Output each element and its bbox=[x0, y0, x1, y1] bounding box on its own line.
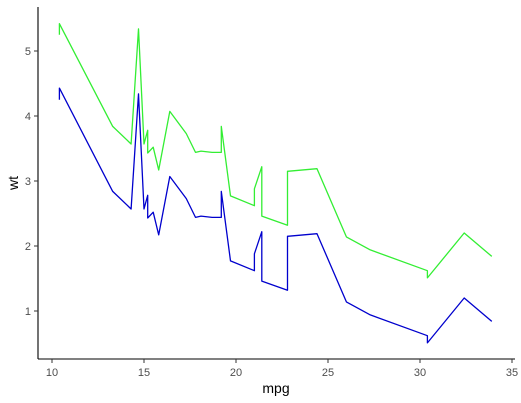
y-tick-label: 4 bbox=[25, 111, 31, 123]
plot-lines bbox=[58, 23, 493, 344]
y-tick-label: 5 bbox=[25, 46, 31, 58]
y-tick-label: 3 bbox=[25, 176, 31, 188]
x-tick-label: 10 bbox=[46, 367, 58, 379]
y-axis-ticks: 1 2 3 4 5 bbox=[25, 46, 38, 318]
series-line-2 bbox=[58, 23, 493, 279]
y-axis-title: wt bbox=[5, 176, 21, 191]
x-axis-ticks: 10 15 20 25 30 35 bbox=[46, 359, 518, 379]
x-tick-label: 15 bbox=[138, 367, 150, 379]
x-tick-label: 30 bbox=[414, 367, 426, 379]
x-axis-title: mpg bbox=[262, 380, 289, 396]
x-tick-label: 20 bbox=[230, 367, 242, 379]
series-line-1 bbox=[58, 87, 493, 344]
y-tick-label: 2 bbox=[25, 241, 31, 253]
x-tick-label: 25 bbox=[322, 367, 334, 379]
x-tick-label: 35 bbox=[506, 367, 518, 379]
y-tick-label: 1 bbox=[25, 306, 31, 318]
